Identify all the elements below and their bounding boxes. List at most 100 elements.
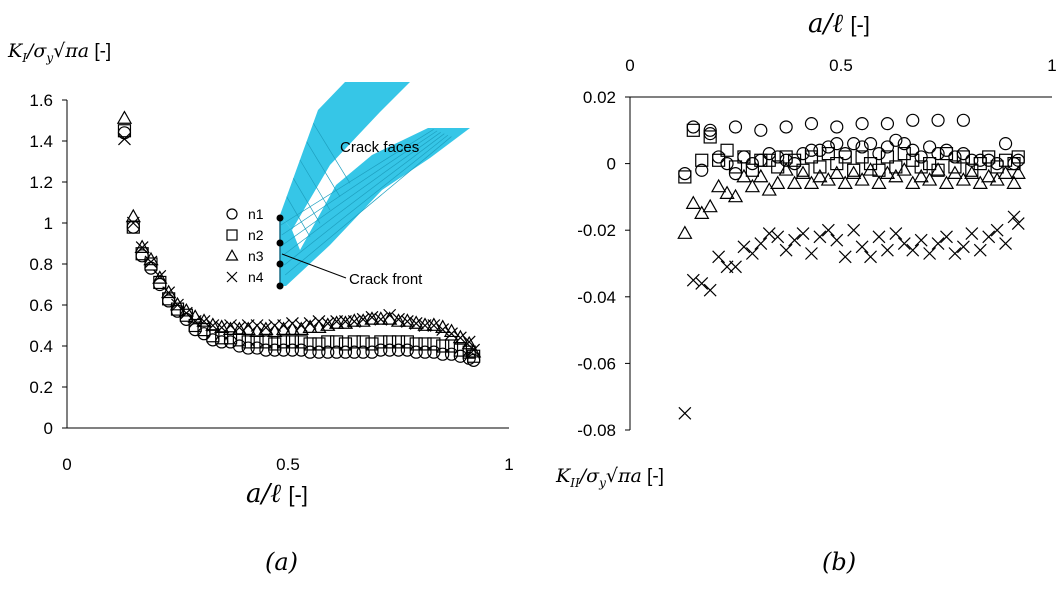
panel-b-point-n4 <box>745 247 759 260</box>
crack-front-label: Crack front <box>349 271 423 288</box>
panel-a-point-n3 <box>328 315 345 329</box>
panel-b-point-n1 <box>821 140 835 154</box>
panel-b-point-n3 <box>913 168 929 183</box>
panel-b-point-n4 <box>796 227 810 240</box>
panel-b-point-n2 <box>965 163 979 177</box>
panel-b-point-n1 <box>931 113 945 127</box>
panel-b-ytick-label: -0.02 <box>577 221 616 240</box>
panel-b-point-n3 <box>896 162 912 176</box>
panel-a-point-n4 <box>374 312 388 326</box>
panel-a-point-n2 <box>356 335 370 349</box>
panel-b-point-n1 <box>956 113 970 127</box>
panel-b-point-n3 <box>719 185 735 199</box>
crack-mesh-line <box>284 136 452 276</box>
panel-a-point-n1 <box>467 353 481 367</box>
panel-b-point-n1 <box>855 117 869 131</box>
panel-a-point-n2 <box>365 337 379 351</box>
panel-b-point-n2 <box>982 150 996 164</box>
panel-b-point-n1 <box>745 157 759 171</box>
panel-a-point-n4 <box>144 255 158 269</box>
panel-b-point-n1 <box>982 153 996 167</box>
panel-a-point-n2 <box>427 337 441 351</box>
crack-face-back <box>280 82 410 230</box>
panel-a-point-n4 <box>392 312 405 326</box>
panel-b-point-n1 <box>906 143 920 157</box>
panel-a-point-n3 <box>364 311 380 325</box>
panel-a-point-n4 <box>277 319 291 332</box>
panel-a-point-n4 <box>365 310 379 324</box>
node-n1-dot <box>276 214 284 222</box>
panel-a-point-n4 <box>232 321 246 334</box>
panel-a-point-n4 <box>197 314 211 328</box>
panel-b-point-n3 <box>997 165 1014 179</box>
panel-b-point-n1 <box>771 150 785 164</box>
panel-a-point-n3 <box>284 321 301 335</box>
panel-b-point-n3 <box>930 162 946 176</box>
panel-b-point-n4 <box>754 237 768 250</box>
panel-a-point-n1 <box>285 343 300 357</box>
panel-a-point-n4 <box>206 319 220 332</box>
panel-a-ytick-label: 1.6 <box>29 91 53 110</box>
panel-a-point-n4 <box>445 327 458 341</box>
panel-a-point-n2 <box>241 335 255 349</box>
panel-a-point-n2 <box>117 124 132 138</box>
crack-mesh-line <box>281 130 438 236</box>
panel-b-point-n4 <box>982 230 996 244</box>
panel-a-point-n2 <box>444 339 459 353</box>
panel-b-point-n2 <box>939 147 954 161</box>
panel-b-point-n2 <box>796 163 810 177</box>
panel-b-point-n3 <box>685 195 701 209</box>
panel-b-point-n4 <box>872 230 886 244</box>
panel-b-point-n3 <box>829 165 845 179</box>
panel-b-point-n1 <box>889 133 903 147</box>
panel-b-point-n1 <box>939 143 954 157</box>
panel-a-point-n4 <box>400 314 414 328</box>
panel-b-point-n3 <box>879 165 896 179</box>
panel-a-point-n4 <box>126 216 140 230</box>
panel-b-point-n4 <box>864 250 877 264</box>
panel-b-point-n1 <box>1011 153 1025 167</box>
panel-b-point-n1 <box>855 140 869 154</box>
panel-b-point-n3 <box>736 168 752 183</box>
panel-b-point-n3 <box>955 172 972 186</box>
legend-marker-n1 <box>226 208 238 220</box>
panel-b-point-n3 <box>795 165 811 179</box>
panel-b-point-n3 <box>921 172 938 186</box>
legend-label-n2: n2 <box>248 227 264 243</box>
panel-b-point-n3 <box>710 178 727 193</box>
panel-b-point-n3 <box>786 175 803 189</box>
panel-a-point-n1 <box>347 345 361 359</box>
panel-b-point-n3 <box>761 182 777 196</box>
panel-a-point-n3 <box>355 313 371 327</box>
panel-a-ytick-label: 0.6 <box>29 296 53 315</box>
panel-b-point-n2 <box>906 153 920 167</box>
panel-b-point-n4 <box>830 233 844 247</box>
panel-b-point-n4 <box>762 227 776 240</box>
panel-b-point-n3 <box>989 172 1005 186</box>
panel-b-point-n3 <box>677 225 693 239</box>
panel-a-point-n3 <box>320 317 336 331</box>
panel-a-point-n4 <box>259 321 273 334</box>
crack-mesh-line <box>284 134 449 266</box>
panel-a-point-n2 <box>338 337 353 351</box>
panel-b-point-n1 <box>813 143 827 157</box>
panel-a-point-n3 <box>169 296 186 311</box>
panel-a-ytick-label: 0.2 <box>29 378 53 397</box>
panel-a-ytick-label: 0 <box>44 419 53 438</box>
panel-b-xlabel: a/ℓ [-] <box>808 9 870 39</box>
crack-mesh-line <box>280 129 434 226</box>
panel-b-points <box>677 113 1026 420</box>
panel-b-point-n2 <box>728 160 743 174</box>
panel-b-point-n2 <box>1007 157 1021 171</box>
panel-b-point-n4 <box>788 233 802 247</box>
panel-b-point-n3 <box>846 165 862 179</box>
panel-b-caption: (b) <box>822 548 857 576</box>
panel-b-point-n2 <box>838 150 852 164</box>
panel-b-point-n3 <box>947 165 963 179</box>
panel-a-xtick-label: 1 <box>504 455 513 474</box>
panel-b-point-n2 <box>712 153 726 167</box>
panel-b-point-n3 <box>770 175 786 189</box>
panel-a-point-n2 <box>391 335 406 349</box>
panel-a-point-n1 <box>356 345 370 359</box>
